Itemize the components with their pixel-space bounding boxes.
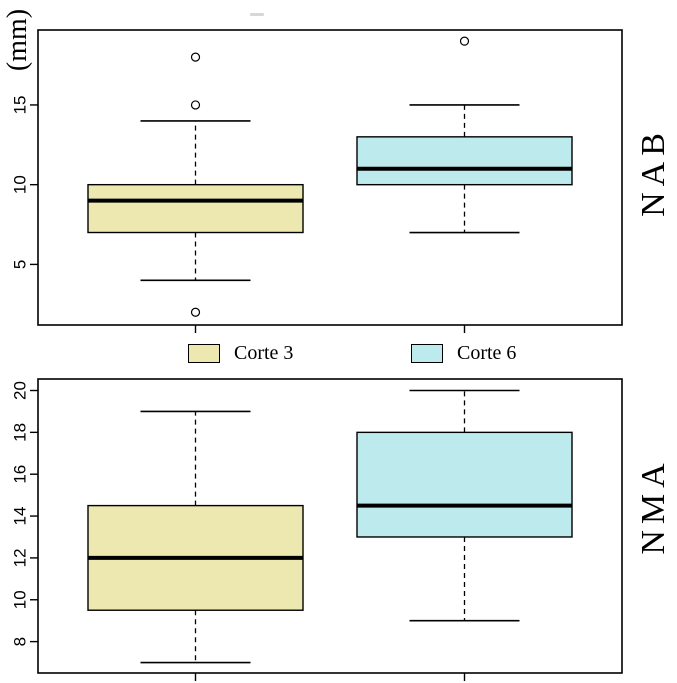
y-axis-tick-label: 10 bbox=[11, 590, 30, 609]
y-axis-tick-label: 14 bbox=[11, 507, 30, 526]
y-axis-tick-label: 20 bbox=[11, 381, 30, 400]
outlier-point bbox=[190, 307, 201, 317]
outlier-point bbox=[459, 36, 470, 46]
panel-border-nab bbox=[37, 29, 623, 326]
legend-swatch-corte-3 bbox=[188, 343, 220, 363]
y-axis-tick-label: 10 bbox=[11, 175, 30, 194]
y-axis-unit-label: (mm) bbox=[2, 8, 33, 72]
y-axis-tick-label: 16 bbox=[11, 465, 30, 484]
iqr-box-corte-3 bbox=[87, 183, 304, 234]
legend: Corte 3 Corte 6 bbox=[0, 341, 677, 367]
iqr-box-corte-6 bbox=[356, 136, 573, 186]
outlier-point bbox=[190, 52, 201, 62]
legend-label-corte-6: Corte 6 bbox=[457, 341, 517, 364]
legend-item-corte-3: Corte 3 bbox=[188, 341, 293, 365]
legend-item-corte-6: Corte 6 bbox=[411, 341, 516, 365]
panel-label-nma: NMA bbox=[635, 457, 672, 555]
legend-label-corte-3: Corte 3 bbox=[234, 341, 294, 364]
artifact-smudge bbox=[250, 13, 264, 16]
panel-label-nab: NAB bbox=[635, 127, 672, 217]
y-axis-tick-label: 12 bbox=[11, 548, 30, 567]
y-axis-tick-label: 18 bbox=[11, 423, 30, 442]
legend-swatch-corte-6 bbox=[411, 343, 443, 363]
outlier-point bbox=[190, 100, 201, 110]
panel-border-nma bbox=[37, 378, 623, 674]
y-axis-tick-label: 15 bbox=[11, 95, 30, 114]
y-axis-tick-label: 8 bbox=[11, 637, 30, 646]
y-axis-tick-label: 5 bbox=[11, 260, 30, 269]
iqr-box-corte-6 bbox=[356, 431, 573, 538]
